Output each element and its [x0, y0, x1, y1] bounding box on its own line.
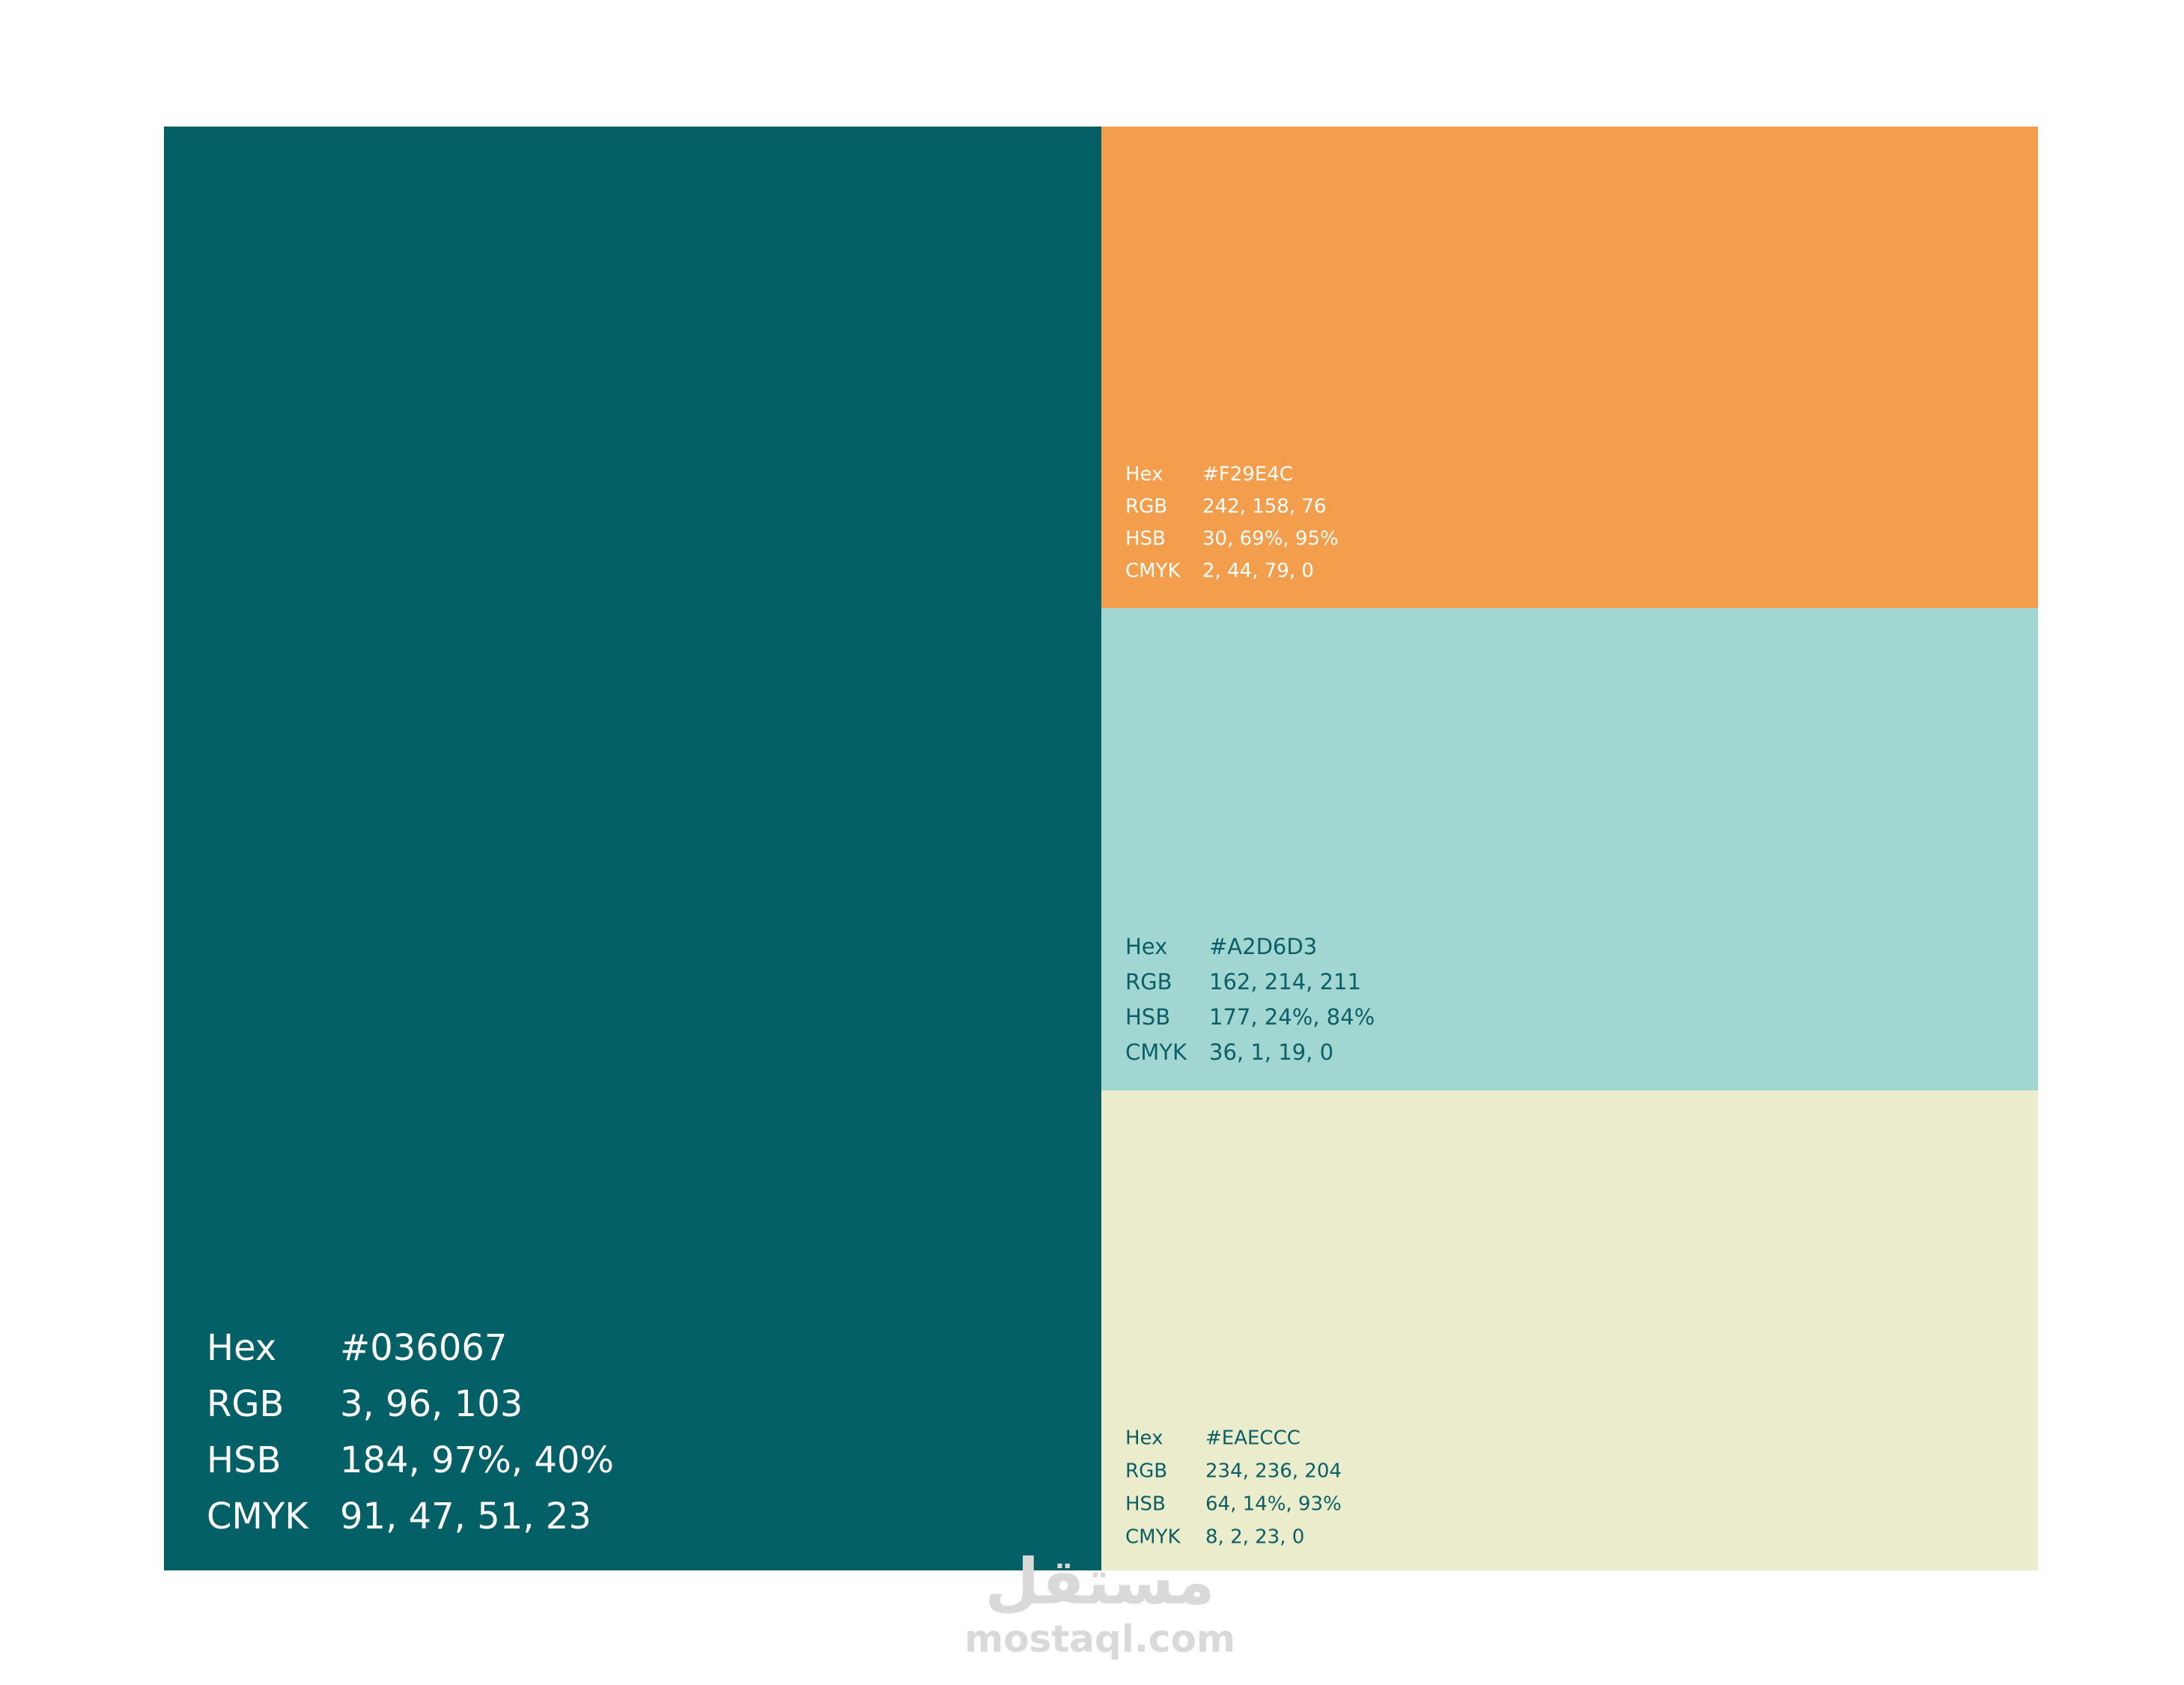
spec-value: 91, 47, 51, 23	[340, 1496, 591, 1537]
spec-value: 242, 158, 76	[1202, 496, 1326, 518]
spec-value: 64, 14%, 93%	[1205, 1493, 1342, 1516]
spec-value: 162, 214, 211	[1209, 969, 1361, 995]
spec-value: 177, 24%, 84%	[1209, 1004, 1375, 1030]
watermark-arabic: مستقل	[985, 1545, 1214, 1618]
spec-label: HSB	[207, 1439, 282, 1481]
color-swatch: Hex #A2D6D3 RGB 162, 214, 211 HSB 177, 24%, 8…	[1101, 608, 2038, 1090]
spec-label: Hex	[1125, 1427, 1163, 1450]
spec-value: 2, 44, 79, 0	[1202, 560, 1314, 583]
spec-value: #EAECCC	[1205, 1427, 1301, 1450]
spec-value: 8, 2, 23, 0	[1205, 1526, 1304, 1549]
spec-value: 30, 69%, 95%	[1202, 528, 1339, 550]
color-swatch: Hex #036067 RGB 3, 96, 103 HSB 184, 97%, 40% C…	[164, 127, 1101, 1570]
spec-label: RGB	[1125, 496, 1167, 518]
spec-label: HSB	[1125, 1004, 1170, 1030]
swatch-fill	[1101, 1090, 2038, 1570]
spec-label: CMYK	[207, 1496, 309, 1537]
spec-value: 3, 96, 103	[340, 1383, 523, 1425]
spec-label: HSB	[1125, 1493, 1166, 1516]
spec-value: #036067	[340, 1327, 507, 1369]
spec-value: 184, 97%, 40%	[340, 1439, 614, 1481]
spec-label: Hex	[207, 1327, 276, 1369]
watermark-latin: mostaql.com	[964, 1618, 1235, 1661]
spec-label: CMYK	[1125, 560, 1181, 583]
swatch-fill	[164, 127, 1101, 1570]
spec-value: #F29E4C	[1202, 464, 1293, 486]
spec-value: 36, 1, 19, 0	[1209, 1039, 1333, 1065]
spec-label: HSB	[1125, 528, 1166, 550]
swatch-fill	[1101, 608, 2038, 1090]
spec-label: RGB	[1125, 1460, 1167, 1483]
color-swatch: Hex #F29E4C RGB 242, 158, 76 HSB 30, 69%, 95%…	[1101, 127, 2038, 608]
spec-label: CMYK	[1125, 1526, 1181, 1549]
swatches: Hex #036067 RGB 3, 96, 103 HSB 184, 97%, 40% C…	[164, 127, 2038, 1570]
spec-label: Hex	[1125, 464, 1163, 486]
spec-value: #A2D6D3	[1209, 934, 1317, 959]
spec-label: RGB	[207, 1383, 284, 1425]
spec-label: Hex	[1125, 934, 1167, 959]
spec-label: CMYK	[1125, 1039, 1187, 1065]
spec-label: RGB	[1125, 969, 1172, 995]
color-swatch: Hex #EAECCC RGB 234, 236, 204 HSB 64, 14%, 93…	[1101, 1090, 2038, 1570]
spec-value: 234, 236, 204	[1205, 1460, 1342, 1483]
swatch-fill	[1101, 127, 2038, 608]
